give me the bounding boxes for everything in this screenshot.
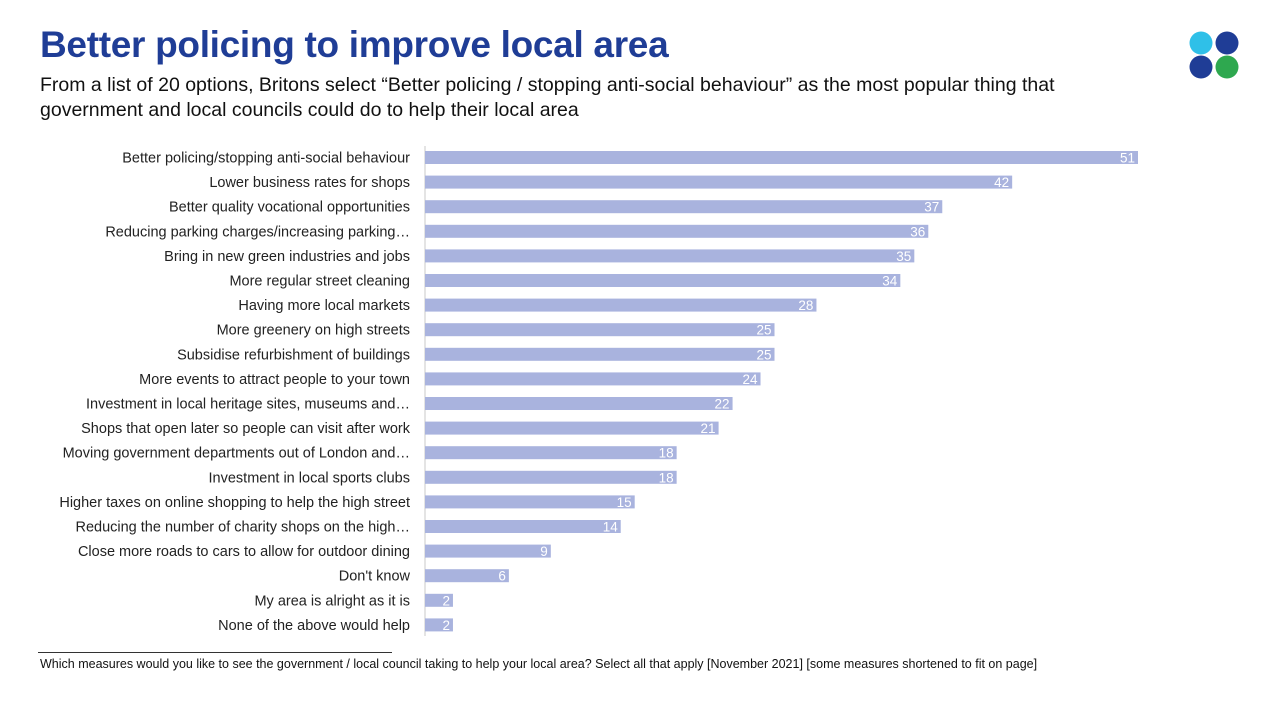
category-label: Reducing parking charges/increasing park… <box>105 224 410 240</box>
bar <box>425 249 915 263</box>
value-label: 9 <box>540 544 548 559</box>
logo-circle-bottom-left <box>1189 55 1213 79</box>
value-label: 18 <box>659 470 674 485</box>
value-label: 24 <box>742 372 758 387</box>
value-label: 34 <box>882 274 898 289</box>
bar <box>425 520 621 533</box>
bar <box>425 200 943 214</box>
category-label: Don't know <box>339 569 411 585</box>
page-subtitle: From a list of 20 options, Britons selec… <box>40 74 1055 121</box>
value-label: 2 <box>442 618 450 633</box>
bar <box>425 569 509 583</box>
category-label: Investment in local heritage sites, muse… <box>86 397 410 413</box>
footnote-divider <box>38 652 392 653</box>
category-label: My area is alright as it is <box>254 593 410 609</box>
category-label: None of the above would help <box>218 618 410 634</box>
bar <box>425 544 551 558</box>
bar <box>425 323 775 337</box>
bar <box>425 274 901 287</box>
category-label: Investment in local sports clubs <box>209 470 410 486</box>
value-label: 37 <box>924 200 939 215</box>
logo-circle-top-right <box>1215 31 1239 55</box>
category-label: More regular street cleaning <box>229 274 410 290</box>
bar <box>425 372 761 386</box>
value-label: 2 <box>442 593 450 608</box>
bar <box>425 298 817 312</box>
value-label: 6 <box>498 569 506 584</box>
brand-logo-icon <box>1189 31 1239 79</box>
value-label: 35 <box>896 249 911 264</box>
category-label: Moving government departments out of Lon… <box>63 446 410 462</box>
category-label: Having more local markets <box>238 298 410 314</box>
footnote: Which measures would you like to see the… <box>40 657 1038 671</box>
bar <box>425 347 775 361</box>
category-label: Better policing/stopping anti-social beh… <box>122 151 410 167</box>
value-label: 14 <box>603 520 619 535</box>
category-label: Better quality vocational opportunities <box>169 200 410 216</box>
bar <box>425 421 719 435</box>
bar <box>425 151 1138 164</box>
bar <box>425 224 929 238</box>
value-label: 18 <box>659 446 674 461</box>
category-label: Higher taxes on online shopping to help … <box>59 495 410 511</box>
value-label: 42 <box>994 175 1009 190</box>
value-label: 28 <box>798 298 813 313</box>
logo-center-star <box>1203 44 1225 66</box>
value-label: 36 <box>910 224 925 239</box>
category-label: Shops that open later so people can visi… <box>81 421 411 437</box>
value-label: 22 <box>715 397 730 412</box>
category-label: More events to attract people to your to… <box>139 372 410 388</box>
category-label: Reducing the number of charity shops on … <box>75 520 410 536</box>
value-label: 25 <box>756 323 771 338</box>
logo-circle-top-left <box>1189 31 1213 55</box>
category-label: Subsidise refurbishment of buildings <box>177 347 410 363</box>
bar <box>425 397 733 410</box>
bar <box>425 175 1013 189</box>
logo-circle-bottom-right <box>1215 55 1239 79</box>
value-label: 21 <box>701 421 716 436</box>
bar <box>425 593 453 607</box>
category-label: Lower business rates for shops <box>209 175 410 191</box>
bar <box>425 446 677 460</box>
value-label: 15 <box>617 495 632 510</box>
category-label: Bring in new green industries and jobs <box>164 249 410 265</box>
page-title: Better policing to improve local area <box>40 24 669 65</box>
value-label: 25 <box>756 347 771 362</box>
value-label: 51 <box>1120 151 1135 166</box>
category-label: Close more roads to cars to allow for ou… <box>78 544 410 560</box>
bar <box>425 495 635 509</box>
bar <box>425 470 677 484</box>
bar <box>425 618 453 632</box>
category-label: More greenery on high streets <box>217 323 410 339</box>
